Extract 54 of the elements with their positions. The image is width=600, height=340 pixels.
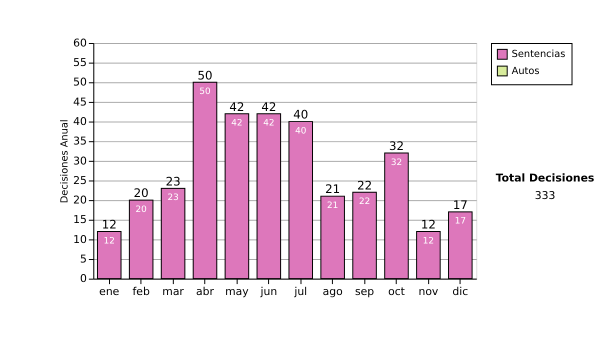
data-label: 17 bbox=[452, 198, 468, 212]
x-tick-label: abr bbox=[196, 284, 214, 298]
data-label: 23 bbox=[166, 174, 181, 188]
x-tick-label: oct bbox=[388, 284, 405, 298]
data-label: 21 bbox=[325, 182, 340, 196]
data-label: 12 bbox=[102, 218, 117, 232]
x-tick-label: nov bbox=[418, 284, 439, 298]
annotation: 42 bbox=[263, 118, 274, 128]
y-axis-title: Decisiones Anual bbox=[59, 119, 70, 204]
y-tick-label: 50 bbox=[73, 76, 88, 89]
x-tick-label: jul bbox=[293, 284, 308, 298]
data-label: 12 bbox=[420, 218, 436, 232]
data-label: 50 bbox=[198, 68, 212, 82]
legend-label: Sentencias bbox=[512, 49, 566, 60]
x-tick-label: ago bbox=[322, 284, 344, 298]
y-tick-label: 25 bbox=[73, 174, 87, 187]
legend-label: Autos bbox=[512, 66, 540, 77]
x-tick-label: feb bbox=[132, 284, 150, 298]
annotation: 20 bbox=[136, 204, 148, 215]
data-label: 20 bbox=[134, 186, 149, 200]
data-label: 40 bbox=[293, 108, 308, 122]
y-tick-label: 15 bbox=[73, 213, 87, 226]
text: Total Decisiones bbox=[496, 171, 594, 184]
annotation: 21 bbox=[327, 200, 338, 211]
x-tick-label: sep bbox=[355, 284, 374, 298]
y-tick-label: 0 bbox=[80, 272, 88, 286]
annotation: 32 bbox=[390, 158, 402, 168]
y-tick-label: 10 bbox=[73, 232, 88, 246]
annotation: 42 bbox=[231, 118, 243, 128]
data-label: 32 bbox=[388, 139, 404, 154]
annotation: 50 bbox=[199, 87, 211, 98]
y-tick-label: 55 bbox=[73, 56, 87, 70]
annotation: 12 bbox=[422, 236, 434, 246]
y-tick-label: 60 bbox=[73, 36, 88, 50]
annotation: 40 bbox=[295, 126, 307, 136]
annotation: 12 bbox=[104, 236, 115, 246]
x-tick-label: mar bbox=[162, 284, 184, 298]
x-tick-label: ene bbox=[99, 284, 120, 298]
x-tick-label: may bbox=[225, 284, 250, 298]
y-tick-label: 5 bbox=[80, 252, 87, 266]
y-tick-label: 20 bbox=[73, 194, 88, 207]
annotation: 22 bbox=[358, 197, 370, 208]
y-tick-label: 35 bbox=[73, 134, 87, 148]
data-label: 42 bbox=[261, 100, 276, 114]
y-tick-label: 45 bbox=[73, 95, 87, 108]
y-tick-label: 40 bbox=[73, 114, 88, 128]
data-label: 22 bbox=[357, 178, 372, 192]
annotation: 17 bbox=[454, 216, 466, 227]
data-label: 42 bbox=[229, 100, 244, 114]
y-tick-label: 30 bbox=[73, 154, 88, 168]
annotation: 23 bbox=[167, 193, 179, 204]
x-tick-label: jun bbox=[259, 284, 278, 298]
x-tick-label: dic bbox=[452, 284, 468, 298]
text: 333 bbox=[534, 189, 556, 202]
